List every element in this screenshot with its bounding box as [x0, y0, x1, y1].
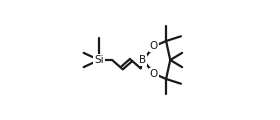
Text: O: O [150, 69, 158, 79]
Text: Si: Si [94, 55, 104, 65]
Text: B: B [139, 55, 146, 65]
Text: O: O [150, 41, 158, 51]
